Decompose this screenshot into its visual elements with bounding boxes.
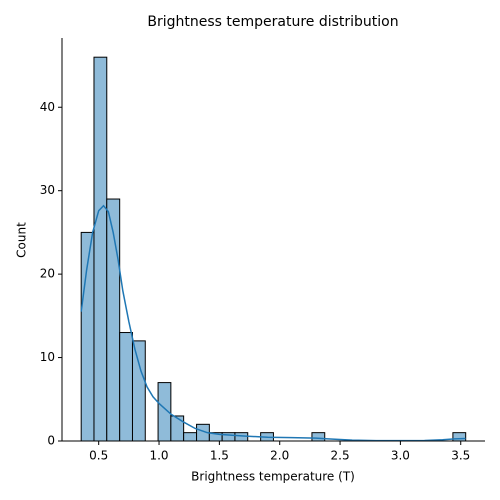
y-tick-label: 40 xyxy=(40,100,55,114)
x-tick-label: 2.5 xyxy=(331,449,350,463)
bar xyxy=(170,415,185,442)
bar xyxy=(452,432,467,442)
bar xyxy=(311,432,326,442)
x-tick-label: 0.5 xyxy=(89,449,108,463)
bar xyxy=(93,56,108,442)
x-tick-label: 3.0 xyxy=(391,449,410,463)
x-axis-label: Brightness temperature (T) xyxy=(191,470,355,484)
x-tick-label: 1.5 xyxy=(210,449,229,463)
y-tick-label: 30 xyxy=(40,183,55,197)
x-tick-label: 2.0 xyxy=(270,449,289,463)
y-tick-label: 10 xyxy=(40,350,55,364)
bar xyxy=(119,332,133,442)
y-axis-label: Count xyxy=(15,222,29,258)
bar xyxy=(131,340,146,442)
bar xyxy=(183,432,198,442)
y-tick-label: 0 xyxy=(47,434,55,448)
x-tick-label: 1.0 xyxy=(149,449,168,463)
x-tick-label: 3.5 xyxy=(451,449,470,463)
chart-title: Brightness temperature distribution xyxy=(147,14,398,30)
y-tick-label: 20 xyxy=(40,267,55,281)
